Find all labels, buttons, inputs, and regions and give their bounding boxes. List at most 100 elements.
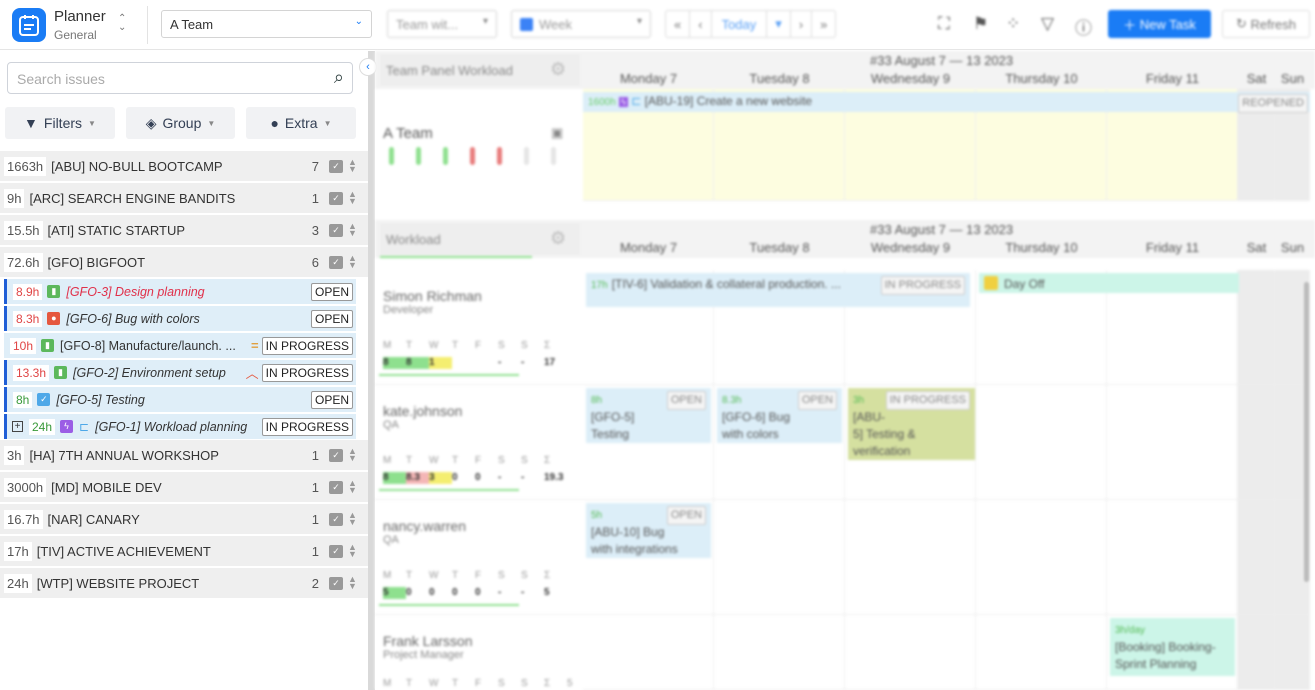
project-issue-count: 1 bbox=[311, 511, 319, 527]
sort-icon[interactable]: ▲ ▼ bbox=[348, 157, 357, 174]
caret-down-icon: ▼ bbox=[323, 118, 332, 128]
load-underline bbox=[379, 489, 519, 491]
project-row[interactable]: 9h [ARC] SEARCH ENGINE BANDITS 1 ✓ ▲ ▼ bbox=[0, 183, 368, 213]
person-role: Developer bbox=[383, 304, 434, 316]
calendar-check-icon[interactable]: ✓ bbox=[329, 223, 343, 237]
status-badge: OPEN bbox=[310, 309, 353, 328]
calendar-check-icon[interactable]: ✓ bbox=[329, 512, 343, 526]
task-title[interactable]: [GFO-1] Workload planning bbox=[95, 419, 248, 434]
task-row[interactable]: 8h ✓ [GFO-5] Testing OPEN bbox=[4, 387, 356, 412]
project-row[interactable]: 15.5h [ATI] STATIC STARTUP 3 ✓ ▲ ▼ bbox=[0, 215, 368, 245]
team-select[interactable]: A Team ⌄ bbox=[161, 10, 372, 38]
calendar-event[interactable]: Day Off bbox=[979, 273, 1239, 293]
sort-icon[interactable]: ▲ ▼ bbox=[348, 253, 357, 270]
task-row[interactable]: 8.3h ● [GFO-6] Bug with colors OPEN bbox=[4, 306, 356, 331]
project-issue-count: 2 bbox=[311, 575, 319, 591]
task-title[interactable]: [GFO-8] Manufacture/launch. ... bbox=[60, 338, 236, 353]
project-row[interactable]: 1663h [ABU] NO-BULL BOOTCAMP 7 ✓ ▲ ▼ bbox=[0, 151, 368, 181]
extra-button[interactable]: ● Extra ▼ bbox=[246, 107, 356, 139]
calendar-check-icon[interactable]: ✓ bbox=[329, 576, 343, 590]
search-input[interactable]: Search issues ⌕ bbox=[7, 62, 353, 94]
calendar-check-icon[interactable]: ✓ bbox=[329, 255, 343, 269]
expand-icon[interactable]: + bbox=[12, 421, 23, 432]
task-title[interactable]: [GFO-6] Bug with colors bbox=[66, 311, 200, 326]
calendar-event[interactable]: 8h OPEN [GFO-5] Testing bbox=[586, 388, 711, 443]
team-task[interactable]: 1600h ϟ ⊏ [ABU-19] Create a new website R… bbox=[583, 92, 1310, 113]
calendar-event[interactable]: 8.3h OPEN [GFO-6] Bug with colors bbox=[717, 388, 842, 443]
app-subtitle: General bbox=[54, 28, 97, 42]
view-select[interactable]: Team wit... ▾ bbox=[387, 10, 497, 38]
new-task-button[interactable]: ＋ New Task bbox=[1108, 10, 1211, 38]
weekday-letters: M T W T F S S Σ 5 bbox=[383, 678, 590, 690]
calendar-event[interactable]: 17h IN PROGRESS [TIV-6] Validation & colla… bbox=[586, 273, 970, 307]
gear-icon[interactable]: ⚙ bbox=[550, 228, 567, 248]
today-dropdown-button[interactable]: ▾ bbox=[767, 11, 791, 37]
task-row[interactable]: +24h ϟ ⊏ [GFO-1] Workload planning IN PROGRE… bbox=[4, 414, 356, 439]
sort-icon[interactable]: ▲ ▼ bbox=[348, 510, 357, 527]
project-row[interactable]: 24h [WTP] WEBSITE PROJECT 2 ✓ ▲ ▼ bbox=[0, 568, 368, 598]
view-select-value: Team wit... bbox=[396, 17, 459, 32]
task-row[interactable]: 10h ▮ [GFO-8] Manufacture/launch. ... = IN P… bbox=[4, 333, 356, 358]
team-panel-header: Team Panel Workload ⚙ #33 August 7 — 13 … bbox=[375, 51, 1315, 89]
status-badge: OPEN bbox=[666, 391, 706, 410]
task-title[interactable]: [GFO-5] Testing bbox=[56, 392, 145, 407]
weekday-letter: S bbox=[498, 678, 505, 689]
calendar-check-icon[interactable]: ✓ bbox=[329, 448, 343, 462]
task-title[interactable]: [GFO-3] Design planning bbox=[66, 284, 205, 299]
project-row[interactable]: 72.6h [GFO] BIGFOOT 6 ✓ ▲ ▼ bbox=[0, 247, 368, 277]
calendar-check-icon[interactable]: ✓ bbox=[329, 544, 343, 558]
person-card[interactable]: nancy.warren QA bbox=[383, 518, 466, 546]
sort-icon[interactable]: ▲ ▼ bbox=[348, 574, 357, 591]
today-button[interactable]: Today bbox=[712, 11, 768, 37]
project-row[interactable]: 17h [TIV] ACTIVE ACHIEVEMENT 1 ✓ ▲ ▼ bbox=[0, 536, 368, 566]
task-hours: 8.3h bbox=[13, 310, 43, 327]
sort-icon[interactable]: ▲ ▼ bbox=[348, 542, 357, 559]
calendar-check-icon[interactable]: ✓ bbox=[329, 480, 343, 494]
filters-button[interactable]: ▼ Filters ▼ bbox=[5, 107, 115, 139]
flag-icon[interactable]: ⚑ bbox=[973, 14, 989, 33]
grid-icon[interactable]: ⁘ bbox=[1006, 14, 1021, 33]
team-calendar-icon[interactable]: ▣ bbox=[551, 125, 564, 140]
group-button[interactable]: ◈ Group ▼ bbox=[126, 107, 235, 139]
project-row[interactable]: 16.7h [NAR] CANARY 1 ✓ ▲ ▼ bbox=[0, 504, 368, 534]
person-card[interactable]: kate.johnson QA bbox=[383, 403, 462, 431]
prev-button[interactable]: ‹ bbox=[690, 11, 712, 37]
calendar-check-icon[interactable]: ✓ bbox=[329, 159, 343, 173]
weekday-letter: S bbox=[498, 340, 505, 351]
task-hours: 8h bbox=[13, 391, 33, 408]
fullscreen-icon[interactable]: ⛶ bbox=[938, 14, 950, 33]
calendar-event[interactable]: 3h IN PROGRESS [ABU-5] Testing & verificat… bbox=[848, 388, 975, 460]
gear-icon[interactable]: ⚙ bbox=[550, 59, 567, 79]
person-card[interactable]: Frank Larsson Project Manager bbox=[383, 633, 472, 661]
weekday-letter: S bbox=[521, 570, 528, 581]
next-button[interactable]: › bbox=[791, 11, 813, 37]
sort-icon[interactable]: ▲ ▼ bbox=[348, 478, 357, 495]
day-header: Sat bbox=[1246, 240, 1267, 255]
calendar-check-icon[interactable]: ✓ bbox=[329, 191, 343, 205]
project-hours: 9h bbox=[4, 188, 25, 208]
person-name: kate.johnson bbox=[383, 403, 463, 419]
person-card[interactable]: Simon Richman Developer bbox=[383, 288, 482, 316]
last-page-button[interactable]: » bbox=[820, 16, 828, 32]
collapse-sidebar-button[interactable]: ‹ bbox=[359, 58, 377, 76]
search-icon[interactable]: ⌕ bbox=[333, 67, 344, 87]
project-row[interactable]: 3000h [MD] MOBILE DEV 1 ✓ ▲ ▼ bbox=[0, 472, 368, 502]
task-title[interactable]: [GFO-2] Environment setup bbox=[73, 365, 226, 380]
first-page-button[interactable]: « bbox=[666, 11, 691, 37]
sort-icon[interactable]: ▲ ▼ bbox=[348, 221, 357, 238]
calendar-event[interactable]: 3h/day [Booking] Booking-Sprint Planning bbox=[1110, 618, 1235, 676]
panel-splitter[interactable] bbox=[368, 51, 375, 690]
app-switcher-icon[interactable]: ⌃ ⌄ bbox=[118, 13, 127, 33]
project-row[interactable]: 3h [HA] 7TH ANNUAL WORKSHOP 1 ✓ ▲ ▼ bbox=[0, 440, 368, 470]
period-select[interactable]: Week ▾ bbox=[511, 10, 651, 38]
task-row[interactable]: 8.9h ▮ [GFO-3] Design planning OPEN bbox=[4, 279, 356, 304]
filter-icon[interactable]: ▽ bbox=[1041, 14, 1055, 33]
sort-icon[interactable]: ▲ ▼ bbox=[348, 446, 357, 463]
calendar-event[interactable]: 5h OPEN [ABU-10] Bug with integrations bbox=[586, 503, 711, 558]
refresh-button[interactable]: ↻ Refresh bbox=[1222, 10, 1310, 38]
sort-icon[interactable]: ▲ ▼ bbox=[348, 189, 357, 206]
task-row[interactable]: 13.3h ▮ [GFO-2] Environment setup ︿ IN PROGR… bbox=[4, 360, 356, 385]
scrollbar[interactable] bbox=[1304, 282, 1309, 582]
help-icon[interactable]: ⓘ bbox=[1075, 19, 1092, 38]
